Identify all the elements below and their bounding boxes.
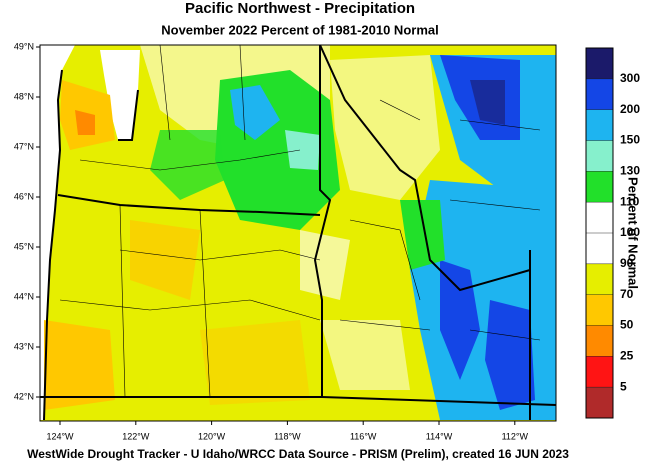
legend-swatch [586, 109, 613, 141]
legend-swatch [586, 171, 613, 203]
legend-label: 100 [620, 225, 640, 239]
axes: 49°N 48°N 47°N 46°N 45°N 44°N 43°N 42°N 124°W 122… [14, 41, 529, 441]
lon-label: 122°W [122, 431, 150, 441]
subtitle: November 2022 Percent of 1981-2010 Norma… [161, 22, 438, 37]
legend-label: 50 [620, 318, 634, 332]
title: Pacific Northwest - Precipitation [185, 0, 415, 17]
precip-map [40, 45, 556, 421]
legend-label: 70 [620, 287, 634, 301]
lon-label: 118°W [274, 431, 301, 441]
legend-swatch [586, 387, 613, 418]
lat-label: 45°N [14, 241, 34, 251]
lon-label: 124°W [46, 431, 74, 441]
legend-label: 300 [620, 71, 640, 85]
footer: WestWide Drought Tracker - U Idaho/WRCC … [27, 447, 569, 461]
lon-label: 120°W [198, 431, 226, 441]
legend-swatch [586, 48, 613, 79]
legend-label: 150 [620, 133, 640, 147]
legend: 300 200 150 130 110 100 90 70 50 25 5 [585, 47, 640, 419]
legend-swatch [586, 140, 613, 172]
lat-label: 42°N [14, 391, 34, 401]
legend-title: Percent of Normal [626, 177, 641, 289]
lat-label: 44°N [14, 291, 34, 301]
lon-label: 112°W [502, 431, 529, 441]
legend-label: 25 [620, 349, 634, 363]
lat-label: 43°N [14, 341, 34, 351]
lat-label: 48°N [14, 91, 34, 101]
legend-swatch [586, 233, 613, 264]
legend-label: 5 [620, 379, 627, 393]
legend-swatch [586, 202, 613, 233]
lon-label: 116°W [350, 431, 377, 441]
legend-label: 90 [620, 256, 634, 270]
lat-label: 49°N [14, 41, 34, 51]
legend-swatch [586, 78, 613, 110]
lat-label: 46°N [14, 191, 34, 201]
legend-swatch [586, 325, 613, 357]
legend-label: 130 [620, 164, 640, 178]
legend-swatch [586, 294, 613, 326]
lat-label: 47°N [14, 141, 34, 151]
lon-label: 114°W [426, 431, 453, 441]
legend-swatch [586, 356, 613, 388]
legend-swatch [586, 263, 613, 295]
legend-label: 200 [620, 102, 640, 116]
map-frame [39, 44, 557, 422]
legend-label: 110 [620, 194, 640, 208]
